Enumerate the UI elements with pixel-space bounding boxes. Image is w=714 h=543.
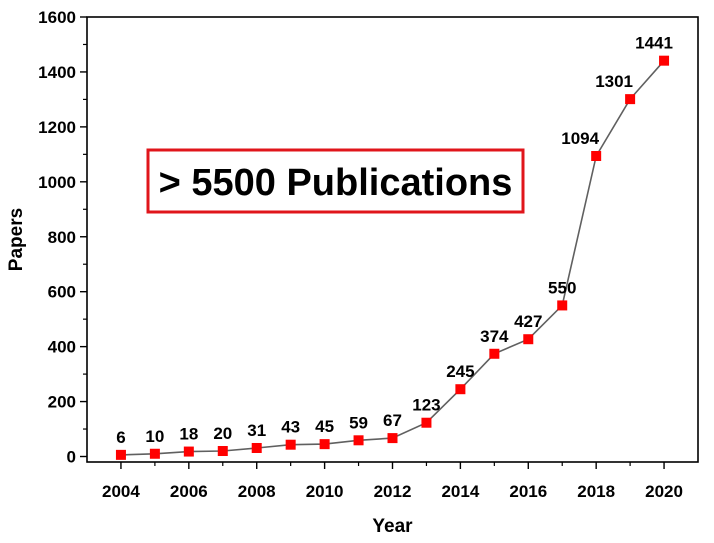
data-point: [149, 448, 160, 459]
data-label: 20: [213, 424, 232, 443]
data-label: 6: [116, 428, 125, 447]
data-label: 59: [349, 413, 368, 432]
y-tick-label: 1400: [38, 63, 76, 82]
data-label: 43: [281, 418, 300, 437]
data-label: 1441: [635, 34, 673, 53]
data-label: 10: [145, 427, 164, 446]
data-label: 67: [383, 411, 402, 430]
x-tick-label: 2012: [374, 482, 412, 501]
data-point: [625, 94, 636, 105]
y-tick-label: 0: [67, 448, 76, 467]
data-point: [557, 300, 568, 311]
x-tick-label: 2006: [170, 482, 208, 501]
tick-labels: 0 200 400 600 800 1000 1200 1400 1600 2004 2006 200…: [38, 8, 683, 501]
data-point: [591, 150, 602, 161]
data-point: [285, 439, 296, 450]
data-point: [523, 334, 534, 345]
series-papers: 6 10 18 20 31 43 45 59 67 123 245 374 427 550 1094 1301…: [115, 34, 673, 460]
data-label: 31: [247, 421, 266, 440]
data-point: [353, 435, 364, 446]
x-tick-label: 2018: [577, 482, 615, 501]
x-axis-title: Year: [372, 516, 413, 537]
data-point: [183, 446, 194, 457]
data-point: [489, 348, 500, 359]
data-label: 1094: [561, 129, 599, 148]
data-label: 45: [315, 417, 334, 436]
data-label: 374: [480, 327, 509, 346]
y-tick-label: 600: [48, 283, 76, 302]
y-tick-label: 200: [48, 393, 76, 412]
y-tick-label: 1000: [38, 173, 76, 192]
annotation-box: > 5500 Publications: [146, 148, 525, 214]
series-line: [120, 60, 665, 456]
data-point: [659, 55, 670, 66]
data-point: [387, 433, 398, 444]
y-tick-label: 1200: [38, 118, 76, 137]
x-tick-label: 2008: [238, 482, 276, 501]
data-label: 427: [514, 312, 542, 331]
x-tick-label: 2014: [441, 482, 479, 501]
data-point: [319, 439, 330, 450]
data-label: 550: [548, 278, 576, 297]
data-point: [421, 417, 432, 428]
y-axis-title: Papers: [6, 208, 27, 271]
y-tick-label: 400: [48, 338, 76, 357]
tick-marks: [80, 16, 665, 469]
data-label: 245: [446, 362, 474, 381]
annotation-border: [146, 148, 525, 214]
data-point: [217, 446, 228, 457]
data-point: [251, 442, 262, 453]
data-label: 18: [179, 425, 198, 444]
data-label: 123: [412, 396, 440, 415]
y-tick-label: 1600: [38, 8, 76, 27]
data-point: [455, 384, 466, 395]
annotation-text: > 5500 Publications: [159, 162, 513, 204]
y-tick-label: 800: [48, 228, 76, 247]
data-point: [115, 449, 126, 460]
x-tick-label: 2004: [102, 482, 140, 501]
x-tick-label: 2016: [509, 482, 547, 501]
data-label: 1301: [595, 72, 633, 91]
x-tick-label: 2020: [645, 482, 683, 501]
x-tick-label: 2010: [306, 482, 344, 501]
